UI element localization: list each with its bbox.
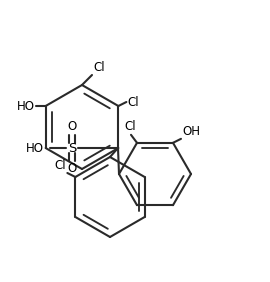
Text: OH: OH bbox=[182, 125, 200, 138]
Text: HO: HO bbox=[17, 100, 35, 113]
Text: Cl: Cl bbox=[127, 96, 139, 109]
Text: O: O bbox=[68, 162, 77, 175]
Text: S: S bbox=[68, 142, 76, 155]
Text: O: O bbox=[68, 120, 77, 133]
Text: Cl: Cl bbox=[124, 120, 136, 133]
Text: Cl: Cl bbox=[55, 159, 66, 172]
Text: Cl: Cl bbox=[93, 61, 105, 74]
Text: HO: HO bbox=[26, 142, 44, 155]
